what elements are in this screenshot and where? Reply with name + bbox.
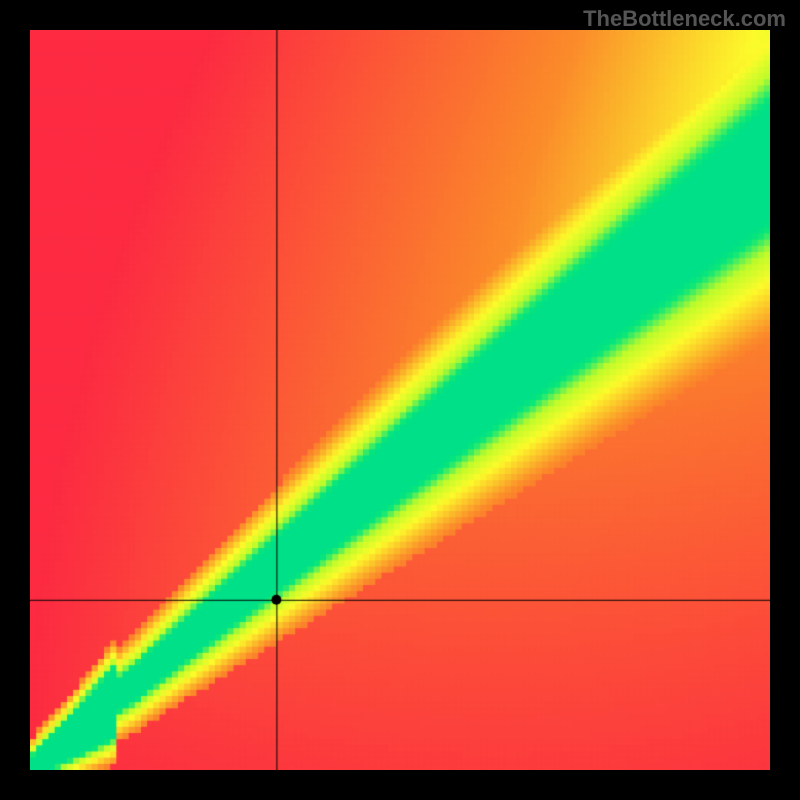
root: TheBottleneck.com [0,0,800,800]
watermark-text: TheBottleneck.com [583,6,786,32]
crosshair-overlay [30,30,770,770]
